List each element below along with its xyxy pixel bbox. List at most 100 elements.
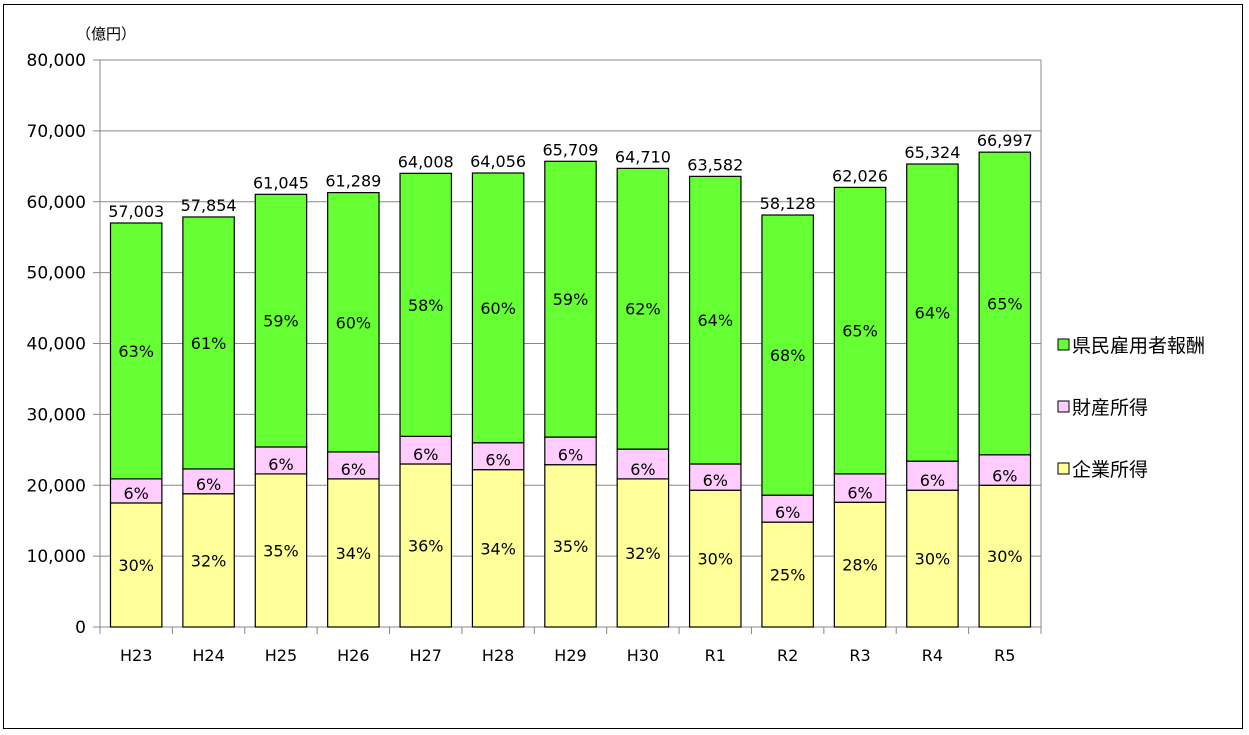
total-label: 66,997 <box>977 131 1033 150</box>
percent-label: 62% <box>625 300 661 319</box>
bar-segment-property-income <box>906 460 959 491</box>
bar-segment-property-income <box>109 478 163 504</box>
bar-segment-corporate-income <box>399 463 453 628</box>
y-tick-label: 10,000 <box>27 547 86 567</box>
legend-corporate-income: 企業所得 <box>1057 459 1148 481</box>
percent-label: 6% <box>341 460 366 479</box>
x-tick-label: H23 <box>120 646 152 665</box>
total-label: 57,003 <box>108 202 164 221</box>
bar-segment-corporate-income <box>906 489 959 628</box>
bar-segment-corporate-income <box>978 484 1032 628</box>
total-label: 58,128 <box>760 194 816 213</box>
bar-segment-corporate-income <box>616 478 670 628</box>
legend-swatch-icon <box>1057 462 1070 475</box>
y-tick-label: 80,000 <box>27 51 86 71</box>
chart-frame: （億円） 0 10,000 20,000 30,000 40,000 50,000 60,0… <box>3 4 1243 729</box>
percent-label: 64% <box>915 304 951 323</box>
x-tick-label: H28 <box>482 646 514 665</box>
y-tick-label: 30,000 <box>27 405 86 425</box>
legend-employee-compensation: 県民雇用者報酬 <box>1057 335 1205 357</box>
total-label: 62,026 <box>832 166 888 185</box>
legend-property-income: 財産所得 <box>1057 397 1148 419</box>
percent-label: 6% <box>847 483 872 502</box>
bar-segment-employee-compensation <box>978 151 1032 456</box>
x-tick-label: H26 <box>337 646 369 665</box>
bar-segment-property-income <box>182 468 235 495</box>
percent-label: 30% <box>697 550 733 569</box>
legend-swatch-icon <box>1057 400 1070 413</box>
bar-segment-employee-compensation <box>399 172 453 437</box>
percent-label: 35% <box>553 537 589 556</box>
percent-label: 6% <box>775 503 800 522</box>
bar-segment-property-income <box>399 435 453 465</box>
total-label: 63,582 <box>687 155 743 174</box>
x-tick-label: R5 <box>994 646 1015 665</box>
bar-segment-property-income <box>327 451 380 480</box>
x-tick-label: H29 <box>554 646 586 665</box>
y-axis: 0 10,000 20,000 30,000 40,000 50,000 60,000 70,… <box>27 51 1042 638</box>
percent-label: 60% <box>480 299 516 318</box>
y-tick-label: 50,000 <box>27 264 86 284</box>
percent-label: 35% <box>263 541 299 560</box>
unit-label: （億円） <box>76 25 136 43</box>
percent-label: 6% <box>485 451 510 470</box>
bar-segment-employee-compensation <box>833 186 887 475</box>
percent-label: 32% <box>191 551 227 570</box>
total-label: 65,324 <box>904 143 960 162</box>
bar-segment-property-income <box>761 494 814 523</box>
percent-label: 30% <box>118 556 154 575</box>
bar-segment-employee-compensation <box>906 163 959 462</box>
x-tick-label: R4 <box>922 646 943 665</box>
legend-label: 企業所得 <box>1072 459 1148 481</box>
percent-label: 65% <box>987 294 1023 313</box>
total-label: 61,289 <box>325 172 381 191</box>
percent-label: 25% <box>770 566 806 585</box>
percent-label: 6% <box>123 484 148 503</box>
percent-label: 28% <box>842 556 878 575</box>
percent-label: 61% <box>191 334 227 353</box>
percent-label: 6% <box>558 446 583 465</box>
total-label: 64,008 <box>398 152 454 171</box>
bar-segment-employee-compensation <box>761 214 814 496</box>
x-axis: H23 H24 H25 H26 H27 H28 H29 H30 R1 R2 R3 R4 R5 <box>99 626 1042 665</box>
percent-label: 30% <box>987 547 1023 566</box>
bar-segment-property-income <box>833 473 887 503</box>
bar-segment-employee-compensation <box>254 193 308 448</box>
percent-label: 34% <box>480 539 516 558</box>
percent-label: 6% <box>630 460 655 479</box>
legend-label: 財産所得 <box>1072 397 1148 419</box>
percent-label: 64% <box>697 311 733 330</box>
total-label: 64,056 <box>470 152 526 171</box>
percent-label: 36% <box>408 536 444 555</box>
x-tick-label: H25 <box>265 646 297 665</box>
bar-segment-employee-compensation <box>616 167 670 450</box>
bar-segment-employee-compensation <box>327 192 380 453</box>
percent-label: 6% <box>920 471 945 490</box>
x-tick-label: R3 <box>849 646 870 665</box>
bar-segment-corporate-income <box>544 464 597 628</box>
percent-label: 6% <box>196 475 221 494</box>
total-label: 64,710 <box>615 147 671 166</box>
percent-label: 6% <box>268 455 293 474</box>
legend-label: 県民雇用者報酬 <box>1072 335 1205 357</box>
bar-segment-property-income <box>544 436 597 466</box>
x-tick-label: R2 <box>777 646 798 665</box>
percent-label: 6% <box>992 466 1017 485</box>
y-tick-label: 70,000 <box>27 122 86 142</box>
total-label: 61,045 <box>253 173 309 192</box>
y-tick-label: 20,000 <box>27 476 86 496</box>
bar-segment-employee-compensation <box>544 160 597 438</box>
y-tick-label: 0 <box>75 618 86 638</box>
bar-segment-property-income <box>616 448 670 480</box>
percent-label: 59% <box>553 290 589 309</box>
data-labels: 30% 6% 63% 57,003 32% 6% 61% 57,854 35% 6% 59% 61,0… <box>108 131 1033 584</box>
y-tick-label: 40,000 <box>27 335 86 355</box>
x-tick-label: R1 <box>705 646 726 665</box>
percent-label: 63% <box>118 342 154 361</box>
bar-segment-property-income <box>978 454 1032 486</box>
bar-segment-employee-compensation <box>182 216 235 470</box>
percent-label: 59% <box>263 312 299 331</box>
total-label: 57,854 <box>181 196 237 215</box>
percent-label: 58% <box>408 296 444 315</box>
